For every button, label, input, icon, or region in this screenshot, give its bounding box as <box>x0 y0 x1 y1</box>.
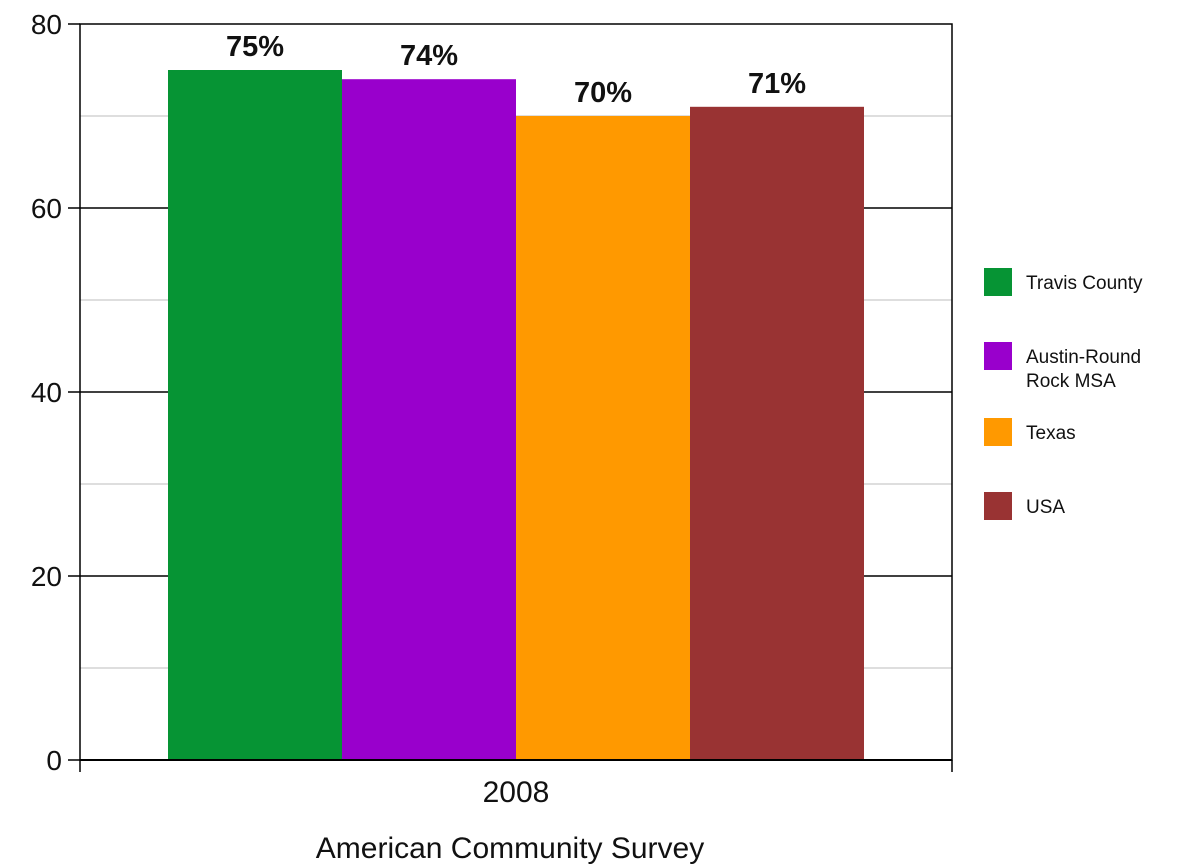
bar-usa <box>690 106 864 761</box>
bar-austin-round-rock-msa <box>342 79 516 760</box>
x-tick-label: 2008 <box>483 776 550 809</box>
y-tick-label: 20 <box>31 561 62 592</box>
data-label: 74% <box>400 40 458 72</box>
legend: Travis County Austin-Round Rock MSA Texas US… <box>984 268 1143 520</box>
x-axis-title: American Community Survey <box>316 832 704 865</box>
y-axis: 0 20 40 60 80 <box>31 9 80 776</box>
legend-label: Travis County <box>1026 273 1143 294</box>
legend-swatch <box>984 418 1012 446</box>
legend-swatch <box>984 342 1012 370</box>
data-label: 75% <box>226 31 284 63</box>
bars-layer <box>168 70 864 761</box>
y-tick-label: 60 <box>31 193 62 224</box>
bar-texas <box>516 116 690 760</box>
data-labels: 75% 74% 70% 71% <box>226 31 806 109</box>
legend-label: Austin-Round <box>1026 347 1141 368</box>
y-tick-label: 0 <box>46 745 62 776</box>
legend-swatch <box>984 492 1012 520</box>
legend-swatch <box>984 268 1012 296</box>
data-label: 70% <box>574 77 632 109</box>
data-label: 71% <box>748 68 806 100</box>
y-tick-label: 40 <box>31 377 62 408</box>
legend-label: Texas <box>1026 423 1076 444</box>
x-axis: 2008 American Community Survey <box>79 759 953 865</box>
y-tick-label: 80 <box>31 9 62 40</box>
legend-label: Rock MSA <box>1026 371 1116 392</box>
bar-travis-county <box>168 70 342 760</box>
legend-label: USA <box>1026 497 1065 518</box>
